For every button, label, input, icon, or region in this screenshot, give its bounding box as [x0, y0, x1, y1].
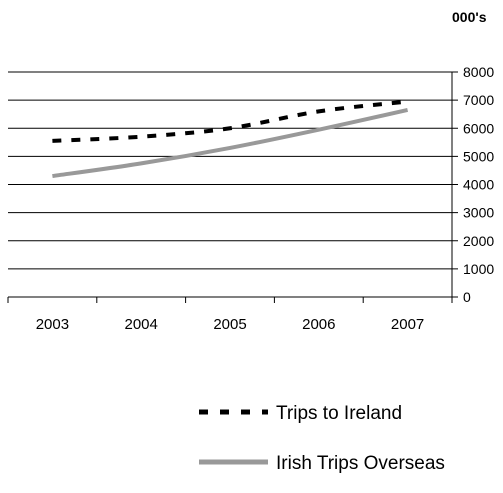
- legend: Trips to Ireland Irish Trips Overseas: [199, 403, 445, 474]
- x-tick-label: 2005: [213, 316, 246, 333]
- series-lines: [52, 102, 407, 177]
- x-tick-label: 2004: [125, 316, 158, 333]
- unit-label: 000's: [452, 9, 487, 25]
- y-tick-label: 1000: [463, 261, 494, 277]
- x-tick-label: 2006: [302, 316, 335, 333]
- legend-label-0: Trips to Ireland: [276, 403, 402, 424]
- y-tick-label: 0: [463, 289, 471, 305]
- y-tick-label: 3000: [463, 205, 494, 221]
- y-tick-label: 5000: [463, 148, 494, 164]
- gridlines: [8, 72, 452, 269]
- y-tick-label: 2000: [463, 233, 494, 249]
- series-line-1: [52, 110, 407, 176]
- x-tick-label: 2003: [36, 316, 69, 333]
- legend-label-1: Irish Trips Overseas: [276, 453, 445, 474]
- axes: 0 1000 2000 3000 4000 5000 6000 7000 8000 2003 200…: [8, 64, 494, 333]
- y-tick-label: 6000: [463, 120, 494, 136]
- y-tick-label: 7000: [463, 92, 494, 108]
- x-tick-label: 2007: [391, 316, 424, 333]
- y-tick-label: 4000: [463, 177, 494, 193]
- y-tick-label: 8000: [463, 64, 494, 80]
